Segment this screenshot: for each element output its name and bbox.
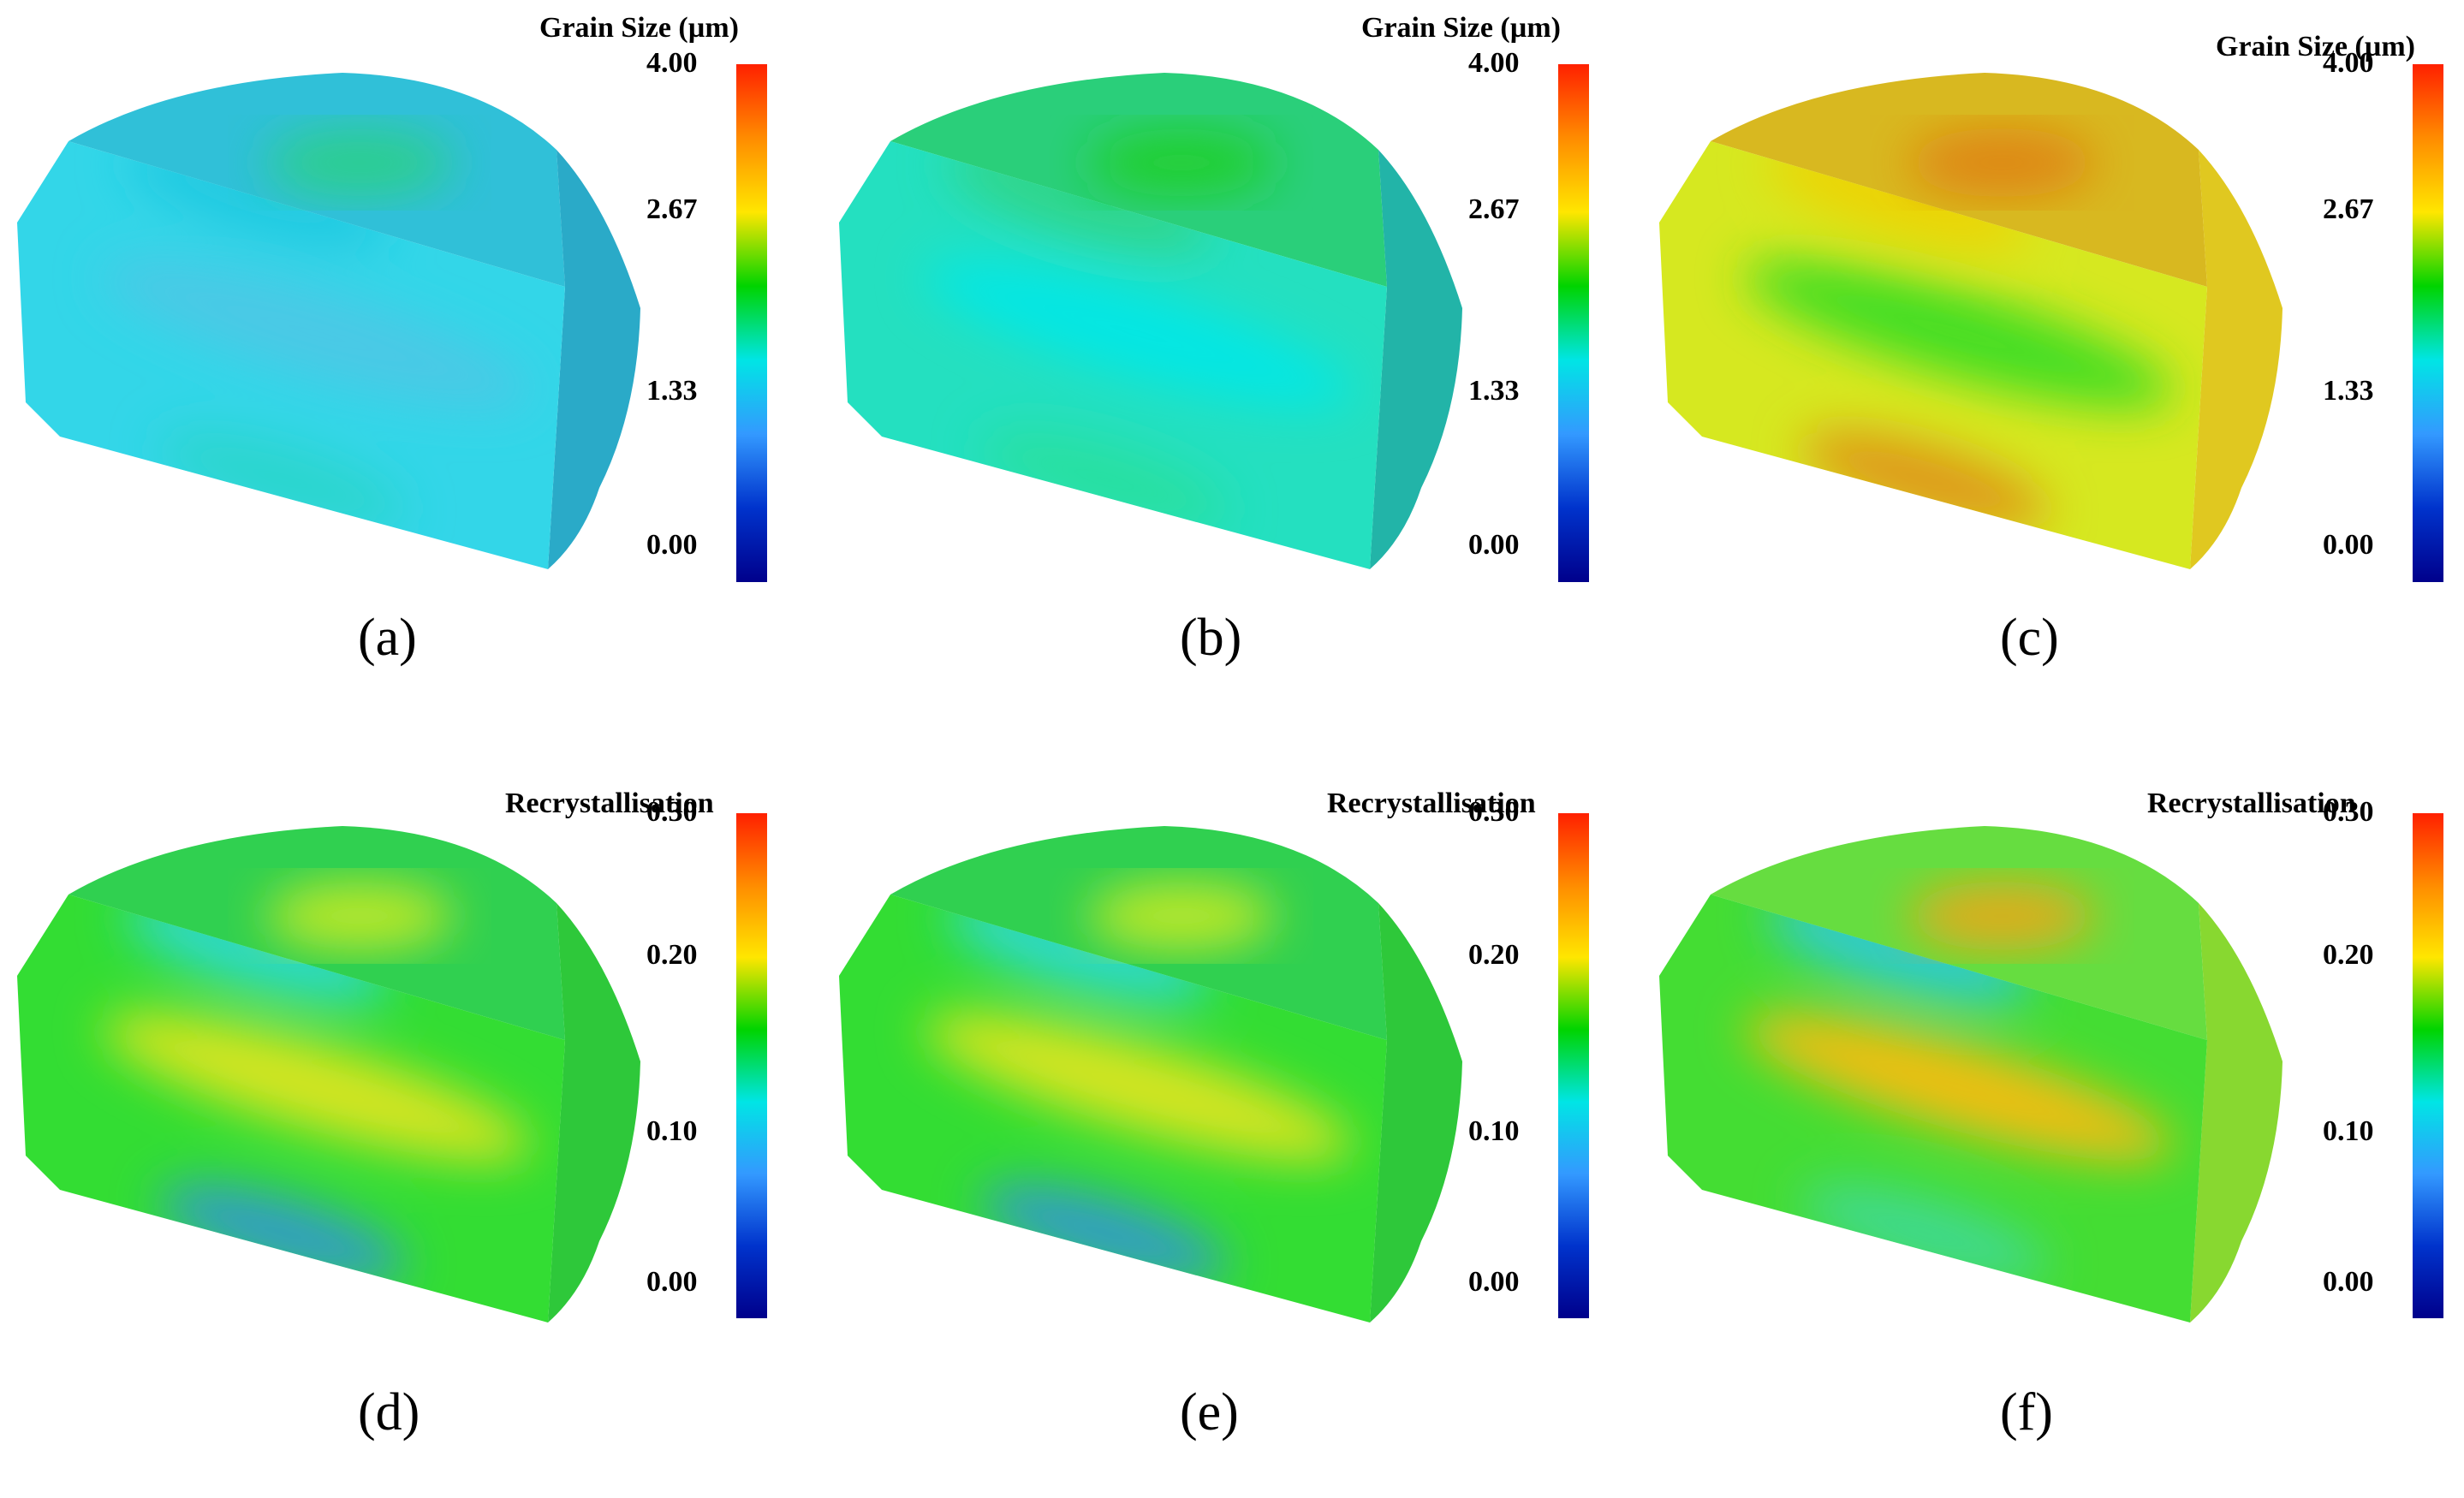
panel-c: Grain Size (µm) 4.00 2.67 1.33 0.00 (c): [1642, 0, 2464, 745]
colorbar-tick-label: 0.20: [1468, 938, 1520, 971]
specimen-render-d: [17, 826, 640, 1323]
colorbar-tick-label: 1.33: [2323, 374, 2374, 407]
panel-caption: (b): [1180, 609, 1242, 667]
colorbar: [1558, 813, 1589, 1318]
legend-title: Grain Size (µm): [2216, 31, 2415, 62]
panel-d: Recrystallisation 0.30 0.20 0.10 0.00 (d): [0, 753, 822, 1498]
curved-face: [2190, 150, 2282, 569]
colorbar: [1558, 64, 1589, 582]
panel-e: Recrystallisation 0.30 0.20 0.10 0.00 (e): [822, 753, 1644, 1498]
colorbar-tick-label: 4.00: [2323, 47, 2374, 79]
colorbar-tick-label: 0.10: [646, 1115, 698, 1148]
specimen-render-f: [1659, 826, 2282, 1323]
panel-b: Grain Size (µm) 4.00 2.67 1.33 0.00 (b): [822, 0, 1644, 745]
colorbar-tick-label: 4.00: [646, 47, 698, 79]
legend-title: Grain Size (µm): [539, 12, 739, 44]
colorbar-tick-label: 4.00: [1468, 47, 1520, 79]
panel-caption: (f): [2000, 1383, 2053, 1442]
colorbar-tick-label: 1.33: [1468, 374, 1520, 407]
curved-face: [548, 903, 640, 1323]
specimen-render-b: [839, 73, 1462, 569]
specimen-render-e: [839, 826, 1462, 1323]
colorbar-tick-label: 0.10: [1468, 1115, 1520, 1148]
legend-title: Recrystallisation: [505, 788, 714, 819]
colorbar-tick-label: 0.00: [2323, 528, 2374, 561]
colorbar: [736, 64, 767, 582]
colorbar-tick-label: 2.67: [1468, 193, 1520, 226]
specimen-render-c: [1659, 73, 2282, 569]
colorbar-tick-label: 2.67: [646, 193, 698, 226]
colorbar-tick-label: 0.10: [2323, 1115, 2374, 1148]
colorbar-tick-label: 1.33: [646, 374, 698, 407]
colorbar-tick-label: 0.20: [2323, 938, 2374, 971]
curved-face: [1370, 150, 1462, 569]
colorbar: [2413, 64, 2443, 582]
specimen-render-a: [17, 73, 640, 569]
colorbar-tick-label: 0.30: [1468, 796, 1520, 828]
colorbar-tick-label: 0.00: [1468, 1265, 1520, 1298]
panel-f: Recrystallisation 0.30 0.20 0.10 0.00 (f): [1642, 753, 2464, 1498]
panel-a: Grain Size (µm) 4.00 2.67 1.33 0.00 (a): [0, 0, 822, 745]
colorbar: [2413, 813, 2443, 1318]
panel-caption: (d): [358, 1383, 420, 1442]
panel-caption: (e): [1180, 1383, 1239, 1442]
colorbar-tick-label: 0.20: [646, 938, 698, 971]
curved-face: [1370, 903, 1462, 1323]
curved-face: [2190, 903, 2282, 1323]
colorbar: [736, 813, 767, 1318]
colorbar-tick-label: 0.30: [646, 796, 698, 828]
colorbar-tick-label: 0.00: [646, 528, 698, 561]
colorbar-tick-label: 0.30: [2323, 796, 2374, 828]
legend-title: Recrystallisation: [2147, 788, 2356, 819]
legend-title: Recrystallisation: [1327, 788, 1536, 819]
legend-title: Grain Size (µm): [1361, 12, 1561, 44]
colorbar-tick-label: 2.67: [2323, 193, 2374, 226]
colorbar-tick-label: 0.00: [646, 1265, 698, 1298]
curved-face: [548, 150, 640, 569]
colorbar-tick-label: 0.00: [2323, 1265, 2374, 1298]
colorbar-tick-label: 0.00: [1468, 528, 1520, 561]
panel-caption: (c): [2000, 609, 2059, 667]
panel-caption: (a): [358, 609, 417, 667]
